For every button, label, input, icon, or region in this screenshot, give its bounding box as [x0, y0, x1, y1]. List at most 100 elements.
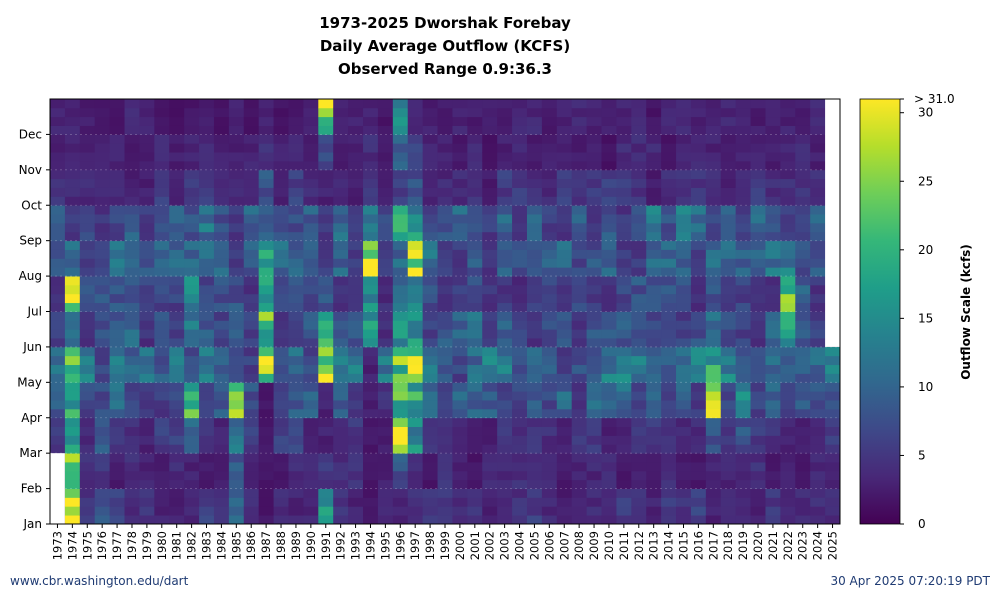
heat-cell — [661, 408, 677, 419]
heat-cell — [243, 444, 260, 454]
heat-cell — [646, 178, 662, 188]
heat-cell — [750, 205, 766, 215]
heat-cell — [377, 214, 394, 224]
heat-cell — [810, 346, 826, 357]
heat-cell — [333, 134, 349, 144]
heat-cell — [646, 187, 662, 197]
heat-cell — [467, 134, 483, 144]
heat-cell — [631, 435, 647, 445]
heat-cell — [288, 107, 304, 118]
heat-cell — [318, 267, 334, 277]
heat-cell — [303, 355, 319, 366]
heat-cell — [586, 488, 602, 498]
heat-cell — [571, 346, 588, 357]
heat-cell — [616, 435, 632, 445]
heat-cell — [273, 143, 289, 153]
heat-cell — [452, 382, 468, 392]
heat-cell — [571, 462, 588, 472]
heat-cell — [154, 240, 170, 250]
heat-cell — [243, 382, 260, 392]
heat-cell — [720, 364, 737, 374]
heat-cell — [556, 346, 573, 357]
heat-cell — [199, 462, 215, 472]
heat-cell — [377, 302, 394, 312]
heat-cell — [795, 355, 811, 366]
heat-cell — [497, 169, 513, 180]
heat-cell — [303, 391, 319, 401]
heat-cell — [154, 231, 170, 242]
heat-cell — [377, 284, 394, 295]
heat-cell — [333, 400, 349, 410]
heat-cell — [50, 222, 66, 233]
heat-cell — [228, 382, 245, 392]
heat-cell — [690, 355, 707, 366]
heat-cell — [616, 187, 632, 197]
heat-cell — [526, 116, 543, 126]
heat-cell — [363, 196, 379, 206]
heat-cell — [720, 116, 737, 126]
heat-cell — [318, 143, 334, 153]
heat-cell — [258, 258, 274, 268]
heat-cell — [64, 160, 81, 171]
heat-cell — [601, 302, 617, 312]
heat-cell — [184, 143, 200, 153]
heat-cell — [64, 488, 81, 498]
heat-cell — [318, 284, 334, 295]
heat-cell — [825, 408, 841, 419]
heat-cell — [556, 249, 573, 259]
footer-url[interactable]: www.cbr.washington.edu/dart — [10, 574, 189, 588]
heat-cell — [705, 231, 722, 242]
heat-cell — [213, 240, 230, 250]
heat-cell — [526, 479, 543, 489]
heat-cell — [377, 488, 394, 498]
heat-cell — [556, 169, 573, 180]
heat-cell — [780, 107, 796, 118]
heat-cell — [631, 408, 647, 419]
heat-cell — [541, 125, 558, 135]
heat-cell — [139, 453, 155, 463]
heat-cell — [139, 479, 155, 489]
heat-cell — [705, 187, 722, 197]
heat-cell — [616, 231, 632, 242]
heat-cell — [94, 382, 111, 392]
heat-cell — [169, 107, 185, 118]
heat-cell — [79, 284, 96, 295]
heat-cell — [601, 479, 617, 489]
heat-cell — [303, 426, 319, 436]
heat-cell — [556, 400, 573, 410]
heat-cell — [705, 329, 722, 339]
heat-cell — [437, 364, 453, 374]
heat-cell — [556, 488, 573, 498]
heat-cell — [452, 408, 468, 419]
heat-cell — [258, 320, 274, 330]
heat-cell — [616, 338, 632, 348]
heat-cell — [139, 488, 155, 498]
heat-cell — [795, 302, 811, 312]
heat-cell — [258, 426, 274, 436]
heat-cell — [318, 338, 334, 348]
heat-cell — [556, 240, 573, 250]
x-tick-label: 1982 — [185, 531, 199, 560]
heat-cell — [318, 205, 334, 215]
heat-cell — [64, 222, 81, 233]
colorbar-tick-label: 0 — [918, 517, 926, 531]
heat-cell — [154, 258, 170, 268]
heat-cell — [422, 329, 438, 339]
heat-cell — [139, 267, 155, 277]
heat-cell — [392, 479, 409, 489]
heat-cell — [780, 178, 796, 188]
heat-cell — [139, 382, 155, 392]
heat-cell — [526, 276, 543, 286]
heat-cell — [497, 231, 513, 242]
heat-cell — [452, 187, 468, 197]
heat-cell — [571, 249, 588, 259]
heat-cell — [333, 293, 349, 304]
heat-cell — [422, 338, 438, 348]
heat-cell — [124, 249, 140, 259]
heat-cell — [690, 169, 707, 180]
heat-cell — [318, 400, 334, 410]
heat-cell — [631, 187, 647, 197]
heat-cell — [467, 99, 483, 109]
heat-cell — [661, 169, 677, 180]
heat-cell — [363, 143, 379, 153]
